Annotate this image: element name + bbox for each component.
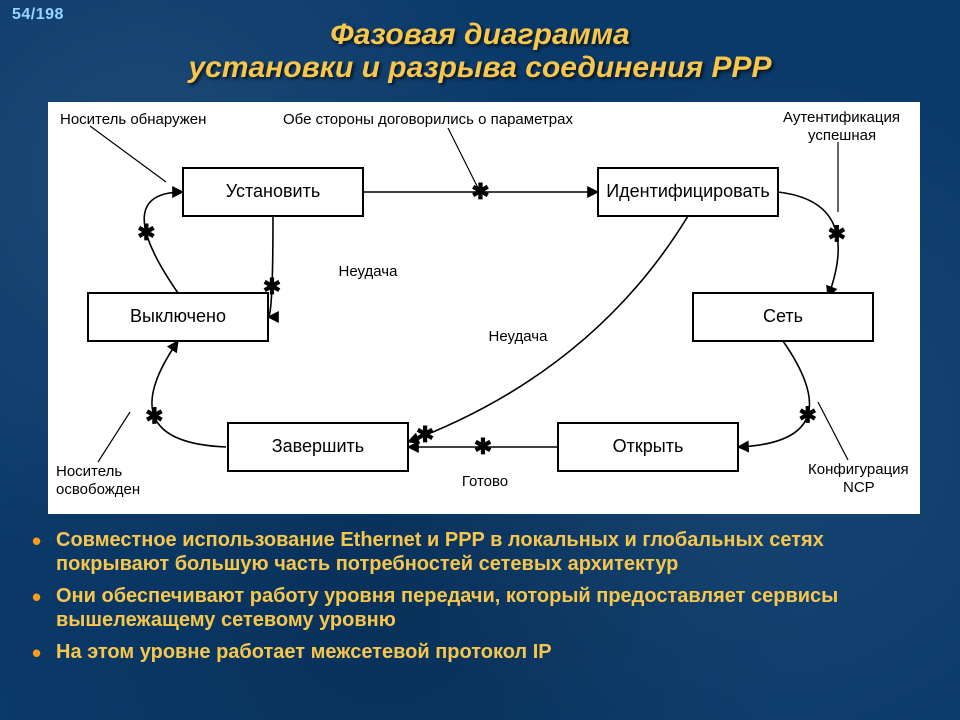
- diagram-edge: [408, 216, 688, 442]
- transition-star-icon: ✱: [471, 179, 489, 204]
- diagram-annotation: Аутентификация: [783, 109, 900, 126]
- transition-star-icon: ✱: [145, 403, 163, 428]
- bullet-item: Они обеспечивают работу уровня передачи,…: [30, 584, 930, 632]
- diagram-annotation: Конфигурация: [808, 461, 909, 478]
- phase-diagram: Носитель обнаружен Обе стороны договорили…: [48, 102, 920, 514]
- transition-star-icon: ✱: [828, 221, 846, 246]
- bullet-item: Совместное использование Ethernet и PPP …: [30, 528, 930, 576]
- diagram-annotation: успешная: [808, 127, 876, 144]
- transition-star-icon: ✱: [416, 422, 434, 447]
- diagram-annotation: Носитель: [56, 463, 122, 480]
- bullet-list: Совместное использование Ethernet и PPP …: [30, 528, 930, 672]
- slide-title: Фазовая диаграмма установки и разрыва со…: [0, 18, 960, 84]
- edge-label: Готово: [462, 473, 508, 490]
- transition-star-icon: ✱: [474, 434, 492, 459]
- diagram-annotation: NCP: [843, 479, 875, 496]
- diagram-annotation: Носитель обнаружен: [60, 111, 206, 128]
- bullet-item: На этом уровне работает межсетевой прото…: [30, 640, 930, 664]
- state-node-label: Идентифицировать: [606, 181, 770, 201]
- diagram-edge: [152, 341, 226, 447]
- diagram-edge: [738, 341, 809, 447]
- transition-star-icon: ✱: [137, 220, 155, 245]
- state-node-label: Сеть: [763, 306, 803, 326]
- edge-label: Неудача: [489, 328, 549, 345]
- edge-label: Неудача: [339, 263, 399, 280]
- diagram-annotation: освобожден: [56, 481, 140, 498]
- transition-star-icon: ✱: [263, 274, 281, 299]
- state-node-label: Выключено: [130, 306, 226, 326]
- transition-star-icon: ✱: [798, 402, 816, 427]
- state-node-label: Открыть: [613, 436, 684, 456]
- diagram-annotation: Обе стороны договорились о параметрах: [283, 111, 573, 128]
- state-node-label: Завершить: [272, 436, 364, 456]
- state-node-label: Установить: [226, 181, 320, 201]
